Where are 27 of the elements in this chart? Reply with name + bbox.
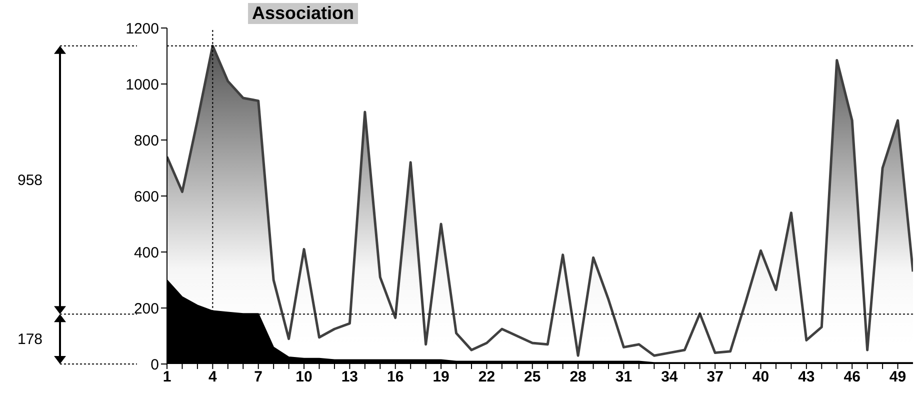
- y-tick-label: 1200: [126, 20, 159, 38]
- x-tick-label: 34: [661, 368, 678, 386]
- x-tick-label: 31: [615, 368, 632, 386]
- chart-title: Association: [248, 3, 358, 24]
- text: 958: [17, 172, 43, 190]
- x-tick-label: 37: [706, 368, 724, 386]
- x-tick-label: 22: [478, 368, 496, 386]
- x-tick-label: 49: [889, 368, 906, 386]
- x-tick-label: 1: [162, 368, 172, 386]
- y-tick-label: 400: [134, 244, 159, 262]
- x-tick-label: 4: [208, 368, 218, 386]
- x-tick-label: 19: [432, 368, 450, 386]
- y-tick-label: 1000: [126, 76, 159, 94]
- x-tick-label: 16: [387, 368, 404, 386]
- x-tick-label: 40: [752, 368, 770, 386]
- y-tick-label: 200: [134, 300, 159, 318]
- text: 178: [17, 331, 43, 348]
- x-tick-label: 7: [254, 368, 263, 386]
- y-tick-label: 600: [134, 188, 159, 206]
- x-tick-label: 13: [341, 368, 358, 386]
- x-tick-label: 46: [844, 368, 860, 386]
- x-tick-label: 10: [296, 368, 312, 386]
- x-tick-label: 43: [798, 368, 815, 386]
- y-tick-label: 800: [134, 132, 159, 150]
- y-tick-label: 0: [150, 356, 159, 374]
- x-tick-label: 28: [570, 368, 586, 386]
- x-tick-label: 25: [524, 368, 541, 386]
